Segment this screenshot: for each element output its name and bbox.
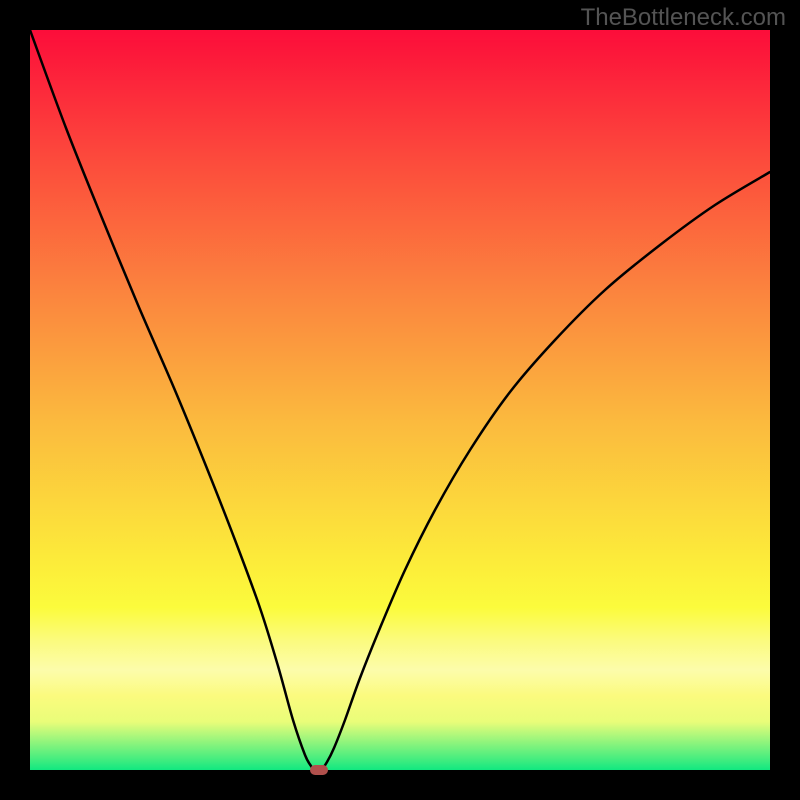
- plot-area: [30, 30, 770, 770]
- chart-frame: TheBottleneck.com: [0, 0, 800, 800]
- gradient-background: [30, 30, 770, 770]
- watermark-text: TheBottleneck.com: [581, 4, 786, 32]
- minimum-marker: [310, 765, 328, 775]
